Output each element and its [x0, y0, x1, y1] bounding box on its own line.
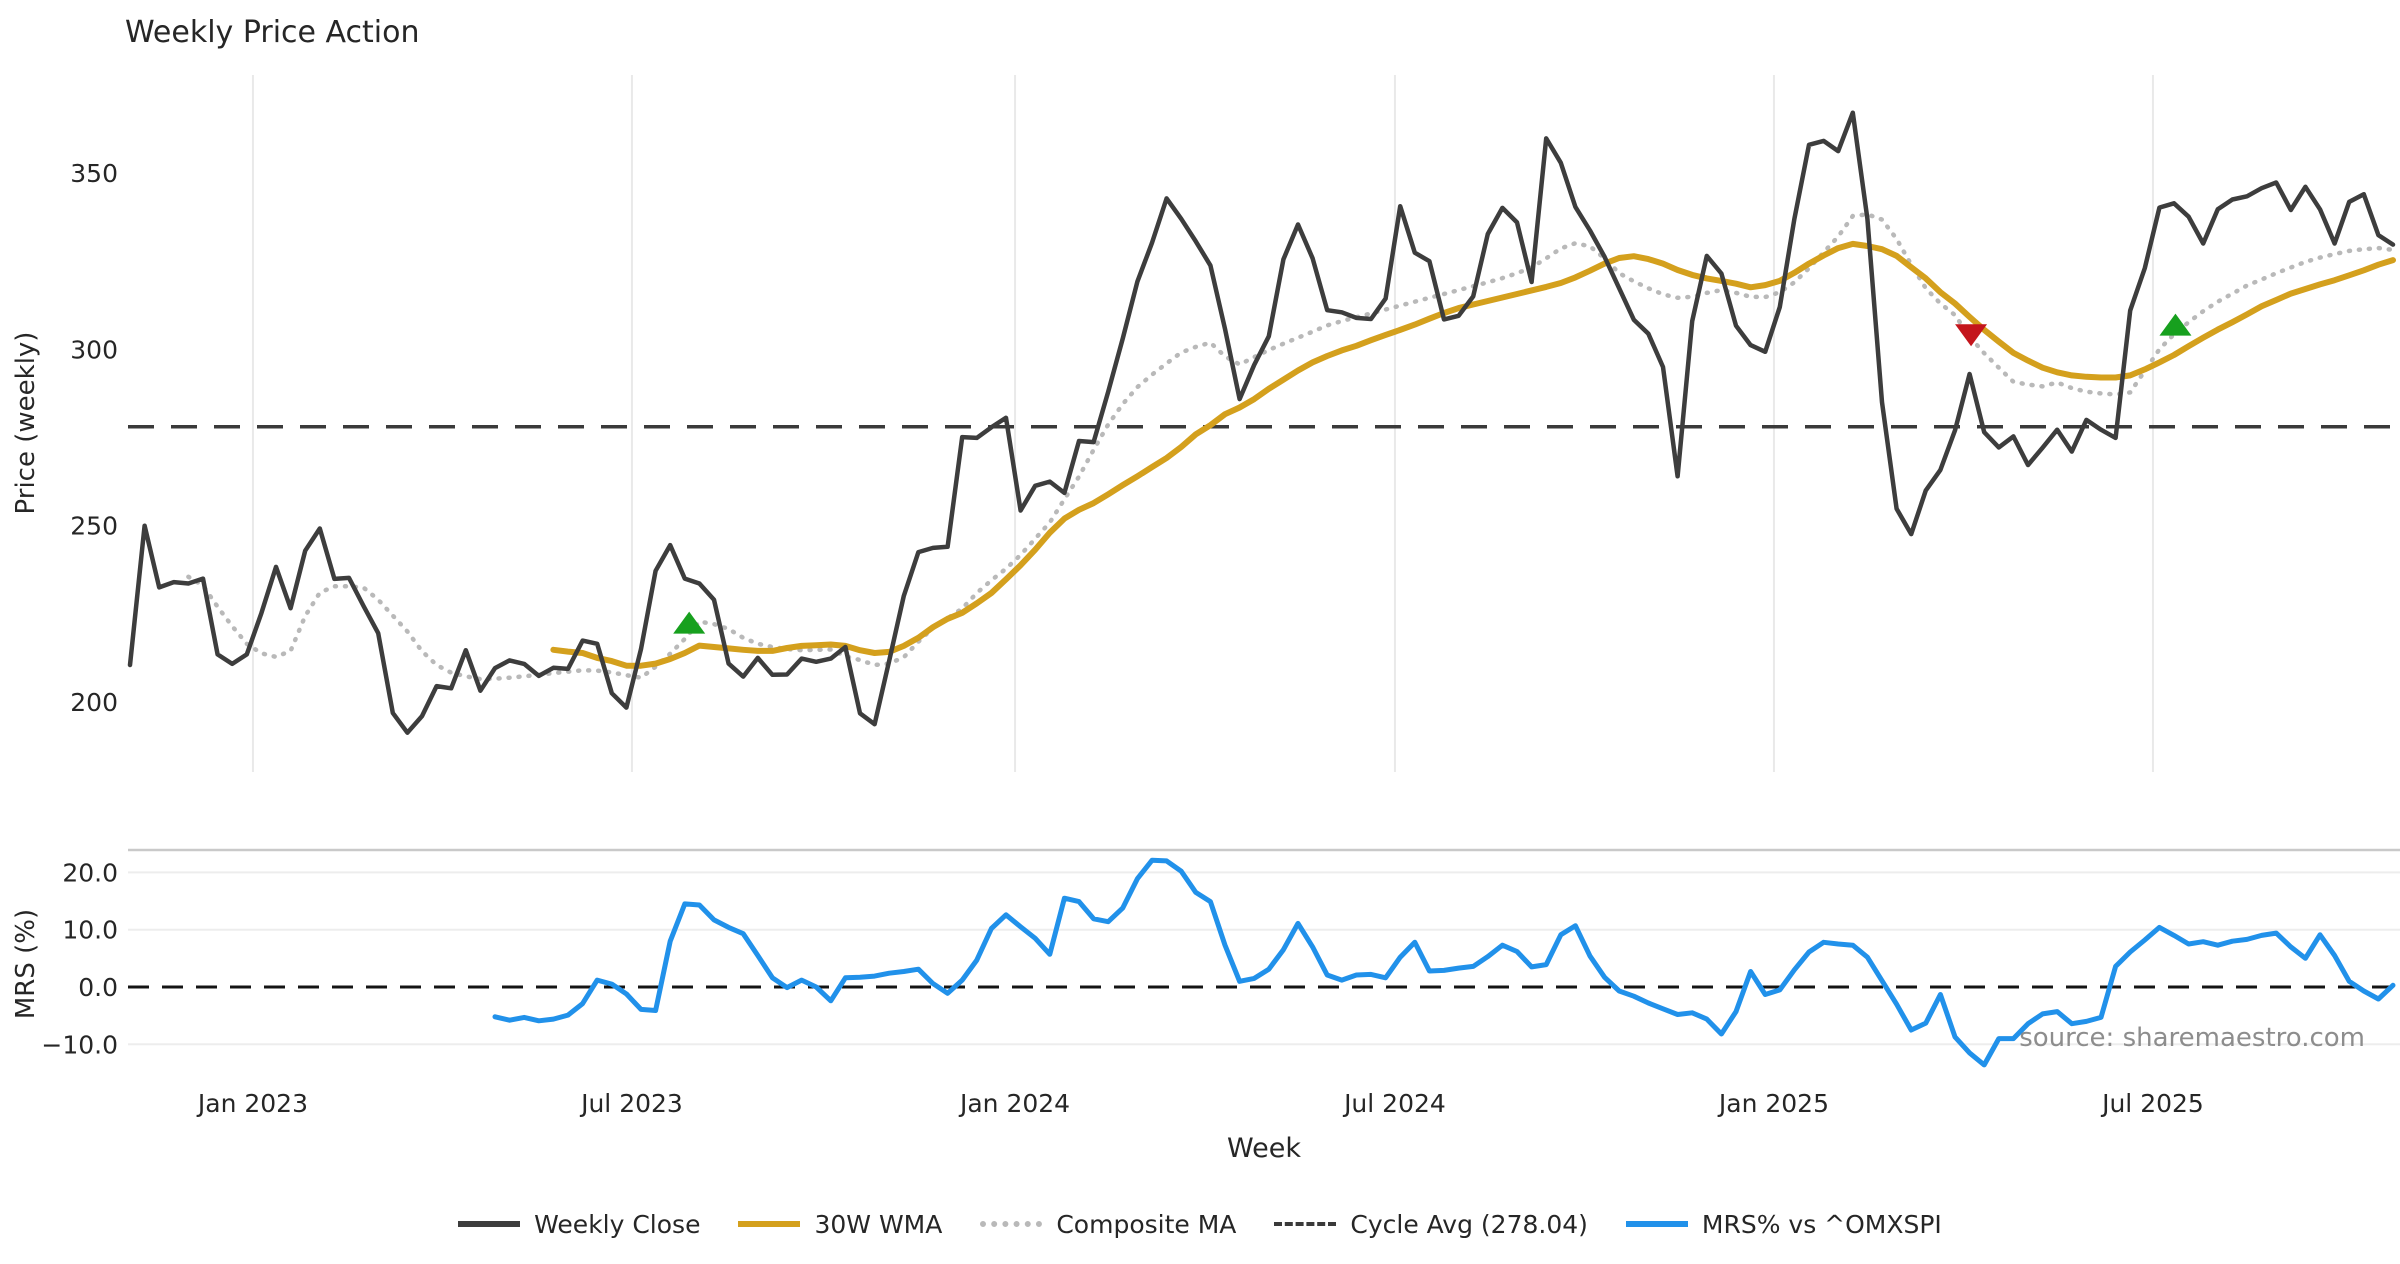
- x-tick-label: Jul 2023: [579, 1089, 683, 1118]
- price-tick-label: 200: [70, 688, 118, 717]
- buy-signal-icon: [2159, 313, 2192, 336]
- x-axis-label: Week: [1227, 1133, 1301, 1164]
- sell-signal-icon: [1955, 324, 1988, 347]
- x-tick-label: Jul 2024: [1342, 1089, 1446, 1118]
- x-tick-label: Jul 2025: [2100, 1089, 2204, 1118]
- source-note: source: sharemaestro.com: [2019, 1023, 2365, 1053]
- weekly-close-line: [127, 110, 2396, 735]
- x-tick-label: Jan 2025: [1717, 1089, 1829, 1118]
- mrs-tick-label: −10.0: [41, 1030, 118, 1059]
- legend-item: Cycle Avg (278.04): [1274, 1210, 1588, 1239]
- composite-ma-line: [186, 212, 2396, 682]
- mrs-line: [492, 857, 2396, 1068]
- price-axis-label: Price (weekly): [11, 332, 41, 515]
- chart-title: Weekly Price Action: [125, 15, 420, 50]
- legend-item: MRS% vs ^OMXSPI: [1625, 1209, 1942, 1239]
- legend-swatch-icon: [980, 1221, 1043, 1227]
- axes-layer: Jan 2023 Jul 2023 Jan 2024 Jul 2024 Jan 2025…: [41, 159, 2203, 1118]
- legend-swatch-icon: [1274, 1222, 1337, 1226]
- wma-30w-line: [550, 240, 2396, 669]
- legend-swatch-icon: [1625, 1221, 1688, 1227]
- price-tick-label: 300: [70, 335, 118, 364]
- legend-item: 30W WMA: [738, 1210, 942, 1239]
- signal-markers-layer: [673, 313, 2192, 634]
- mrs-tick-label: 20.0: [62, 858, 118, 887]
- price-tick-label: 250: [70, 512, 118, 541]
- mrs-tick-label: 0.0: [78, 973, 118, 1002]
- mrs-tick-label: 10.0: [62, 916, 118, 945]
- legend-swatch-icon: [458, 1221, 521, 1227]
- legend-swatch-icon: [738, 1221, 801, 1227]
- legend: Weekly Close 30W WMA Composite MA Cycle Avg…: [0, 1204, 2400, 1244]
- price-tick-label: 350: [70, 159, 118, 188]
- legend-label: 30W WMA: [814, 1209, 943, 1239]
- series-layer: [127, 110, 2400, 1068]
- legend-item: Weekly Close: [458, 1210, 700, 1239]
- legend-label: MRS% vs ^OMXSPI: [1701, 1209, 1942, 1239]
- x-tick-label: Jan 2023: [196, 1089, 308, 1118]
- legend-label: Composite MA: [1056, 1209, 1237, 1239]
- legend-item: Composite MA: [980, 1210, 1236, 1239]
- x-tick-label: Jan 2024: [958, 1089, 1070, 1118]
- legend-label: Cycle Avg (278.04): [1350, 1209, 1588, 1239]
- gridlines-layer: [128, 75, 2400, 1046]
- legend-label: Weekly Close: [534, 1209, 701, 1239]
- buy-signal-icon: [673, 611, 706, 634]
- mrs-axis-label: MRS (%): [11, 909, 41, 1019]
